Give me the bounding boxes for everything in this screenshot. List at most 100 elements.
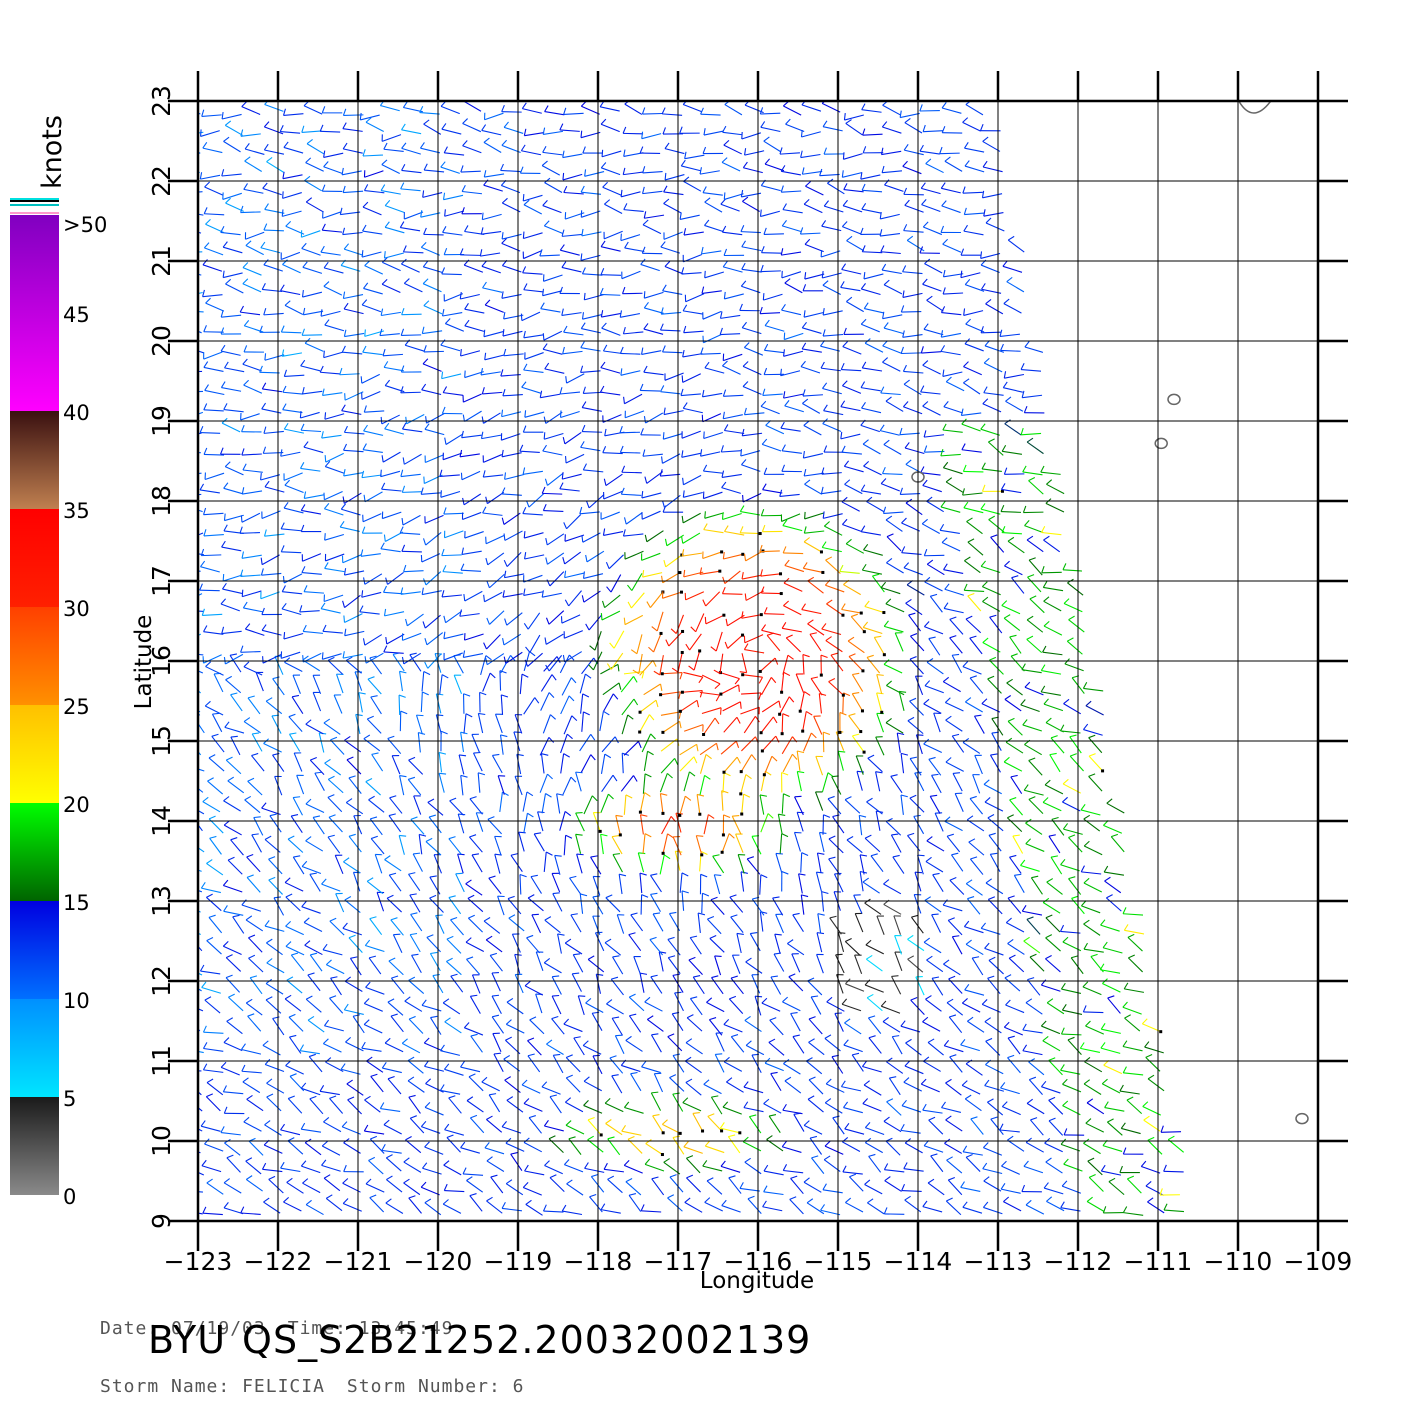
wind-barb <box>624 394 642 403</box>
wind-barb <box>846 297 863 311</box>
wind-barb <box>246 999 262 1015</box>
wind-barb <box>625 512 643 524</box>
wind-barb <box>963 187 983 194</box>
wind-barb <box>966 100 983 115</box>
wind-barb <box>346 657 361 673</box>
wind-barb <box>249 955 264 972</box>
wind-barb <box>703 550 723 558</box>
wind-barb <box>492 754 502 772</box>
wind-barb <box>892 976 901 995</box>
wind-barb <box>1023 506 1043 513</box>
legend-title: knots <box>37 115 68 189</box>
wind-barb <box>1104 866 1124 875</box>
wind-barb <box>941 501 960 512</box>
wind-barb <box>855 913 863 932</box>
wind-barb <box>964 208 984 215</box>
wind-barb <box>781 248 801 255</box>
wind-barb <box>486 553 504 565</box>
wind-barb <box>443 387 463 396</box>
wind-barb <box>744 635 763 643</box>
wind-barb <box>675 992 684 1011</box>
wind-barb <box>523 1182 541 1195</box>
wind-barb <box>625 411 644 418</box>
wind-barb <box>546 534 564 545</box>
wind-barb <box>424 1061 443 1072</box>
wind-barb <box>243 464 263 472</box>
wind-barb <box>841 401 861 411</box>
wind-barb <box>344 330 364 337</box>
wind-barb <box>639 700 658 713</box>
wind-barb <box>504 531 522 540</box>
wind-barb <box>408 1057 423 1073</box>
wind-barb <box>390 796 402 814</box>
wind-barb <box>816 792 823 811</box>
wind-barb <box>647 591 664 608</box>
wind-barb <box>393 653 404 671</box>
wind-barb <box>722 471 742 478</box>
wind-barb <box>882 166 902 173</box>
wind-barb <box>224 1202 243 1213</box>
wind-barb <box>543 715 555 734</box>
wind-barb <box>863 129 883 136</box>
wind-barb <box>1046 935 1061 951</box>
wind-barb <box>472 854 482 872</box>
wind-barb <box>506 1138 524 1151</box>
wind-barb <box>933 873 943 891</box>
wind-barb <box>567 1180 584 1195</box>
wind-barb <box>715 1054 724 1073</box>
wind-barb <box>364 1125 384 1134</box>
wind-barb <box>603 595 621 608</box>
wind-barb <box>707 1178 722 1195</box>
wind-barb <box>462 548 482 555</box>
wind-barb <box>729 1176 741 1194</box>
wind-barb <box>943 960 960 975</box>
wind-barb <box>941 1102 960 1113</box>
wind-barb <box>550 1175 564 1192</box>
wind-barb <box>601 1204 621 1214</box>
wind-barb <box>691 614 704 632</box>
wind-barb <box>629 1014 640 1032</box>
wind-barb <box>650 937 663 955</box>
wind-barb <box>423 190 442 197</box>
wind-barb <box>365 261 383 274</box>
wind-barb <box>782 737 797 754</box>
wind-barb <box>799 692 810 713</box>
wind-barb <box>442 268 462 275</box>
wind-barb <box>762 246 782 253</box>
storm-name-value: FELICIA <box>242 1376 325 1397</box>
wind-barb <box>590 1194 603 1212</box>
wind-barb <box>370 656 382 674</box>
wind-barb <box>544 221 562 234</box>
wind-barb <box>985 1080 1004 1091</box>
wind-barb <box>342 168 362 175</box>
wind-barb <box>852 673 862 691</box>
wind-barb <box>203 1026 223 1034</box>
wind-barb <box>1012 576 1024 594</box>
wind-barb <box>986 218 1004 231</box>
wind-barb <box>1101 1023 1121 1033</box>
wind-barb <box>301 230 320 237</box>
wind-barb <box>289 1014 303 1031</box>
wind-barb <box>200 965 220 974</box>
wind-barb <box>601 241 620 251</box>
wind-barb <box>685 1198 702 1212</box>
wind-barb <box>325 412 344 419</box>
wind-barb <box>719 685 739 696</box>
wind-barb <box>222 169 242 176</box>
wind-barb <box>720 312 740 319</box>
wind-barb <box>403 102 423 112</box>
wind-barb <box>365 1096 381 1112</box>
wind-barb <box>375 854 382 873</box>
wind-barb <box>248 696 260 714</box>
wind-barb <box>664 1159 680 1175</box>
wind-barb <box>902 1184 922 1191</box>
wind-barb <box>1084 920 1101 935</box>
wind-barb <box>990 853 1000 871</box>
wind-barb <box>824 522 842 536</box>
wind-barb <box>638 715 654 734</box>
wind-barb <box>560 245 579 256</box>
wind-barb <box>619 874 626 894</box>
wind-barb <box>466 1177 482 1192</box>
wind-barb <box>377 892 384 911</box>
wind-barb <box>204 243 223 255</box>
